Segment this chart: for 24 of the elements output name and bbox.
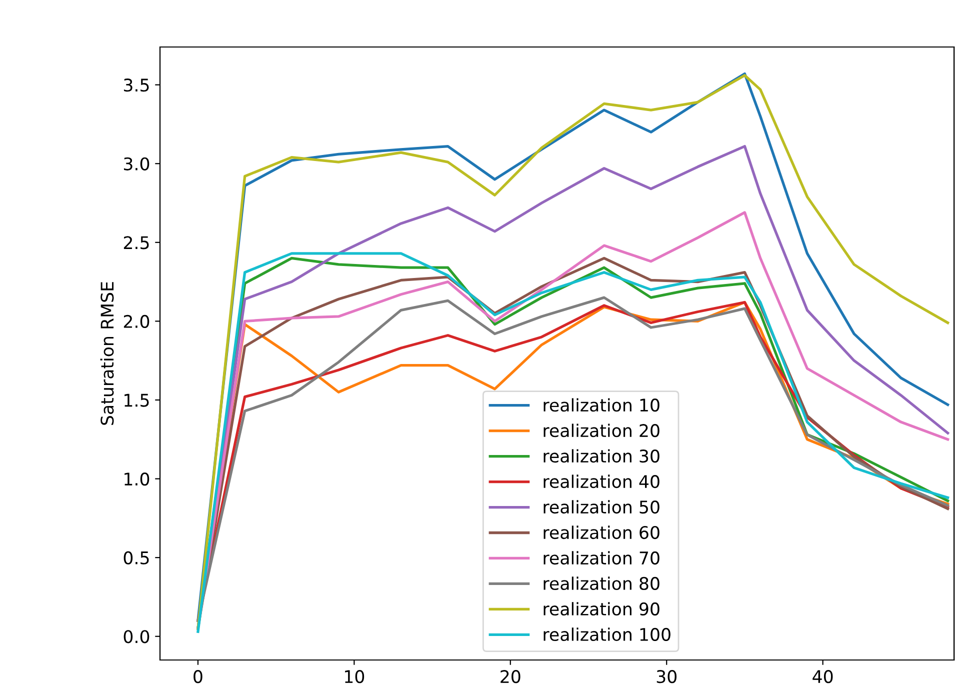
x-tick-label: 20 [500, 670, 520, 684]
legend-label: realization 70 [544, 551, 660, 565]
x-tick-label: 10 [345, 670, 364, 684]
y-tick-label: 1.0 [124, 472, 150, 486]
legend-label: realization 50 [544, 500, 660, 514]
y-tick-label: 1.5 [124, 394, 149, 407]
legend-label: realization 40 [544, 474, 660, 488]
y-tick-label: 0.5 [124, 551, 149, 564]
y-tick-label: 2.5 [124, 236, 149, 250]
legend-label: realization 60 [544, 526, 660, 540]
x-tick-label: 40 [812, 670, 833, 684]
x-tick-label: 30 [656, 670, 676, 684]
legend-label: realization 20 [544, 424, 660, 438]
y-tick-label: 3.0 [124, 157, 150, 170]
y-axis-title: Saturation RMSE [100, 282, 114, 425]
legend-label: realization 30 [544, 449, 660, 463]
y-tick-label: 0.0 [124, 630, 150, 644]
y-tick-label: 3.5 [124, 78, 149, 92]
x-tick-label: 0 [194, 670, 202, 684]
legend-label: realization 100 [544, 628, 670, 642]
legend-label: realization 10 [544, 398, 660, 412]
legend-label: realization 90 [544, 602, 660, 616]
legend-label: realization 80 [544, 576, 660, 590]
y-tick-label: 2.0 [124, 314, 150, 328]
